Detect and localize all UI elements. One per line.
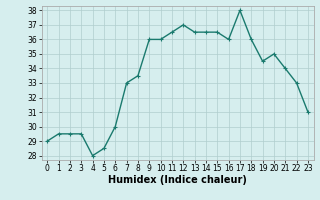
X-axis label: Humidex (Indice chaleur): Humidex (Indice chaleur) <box>108 175 247 185</box>
